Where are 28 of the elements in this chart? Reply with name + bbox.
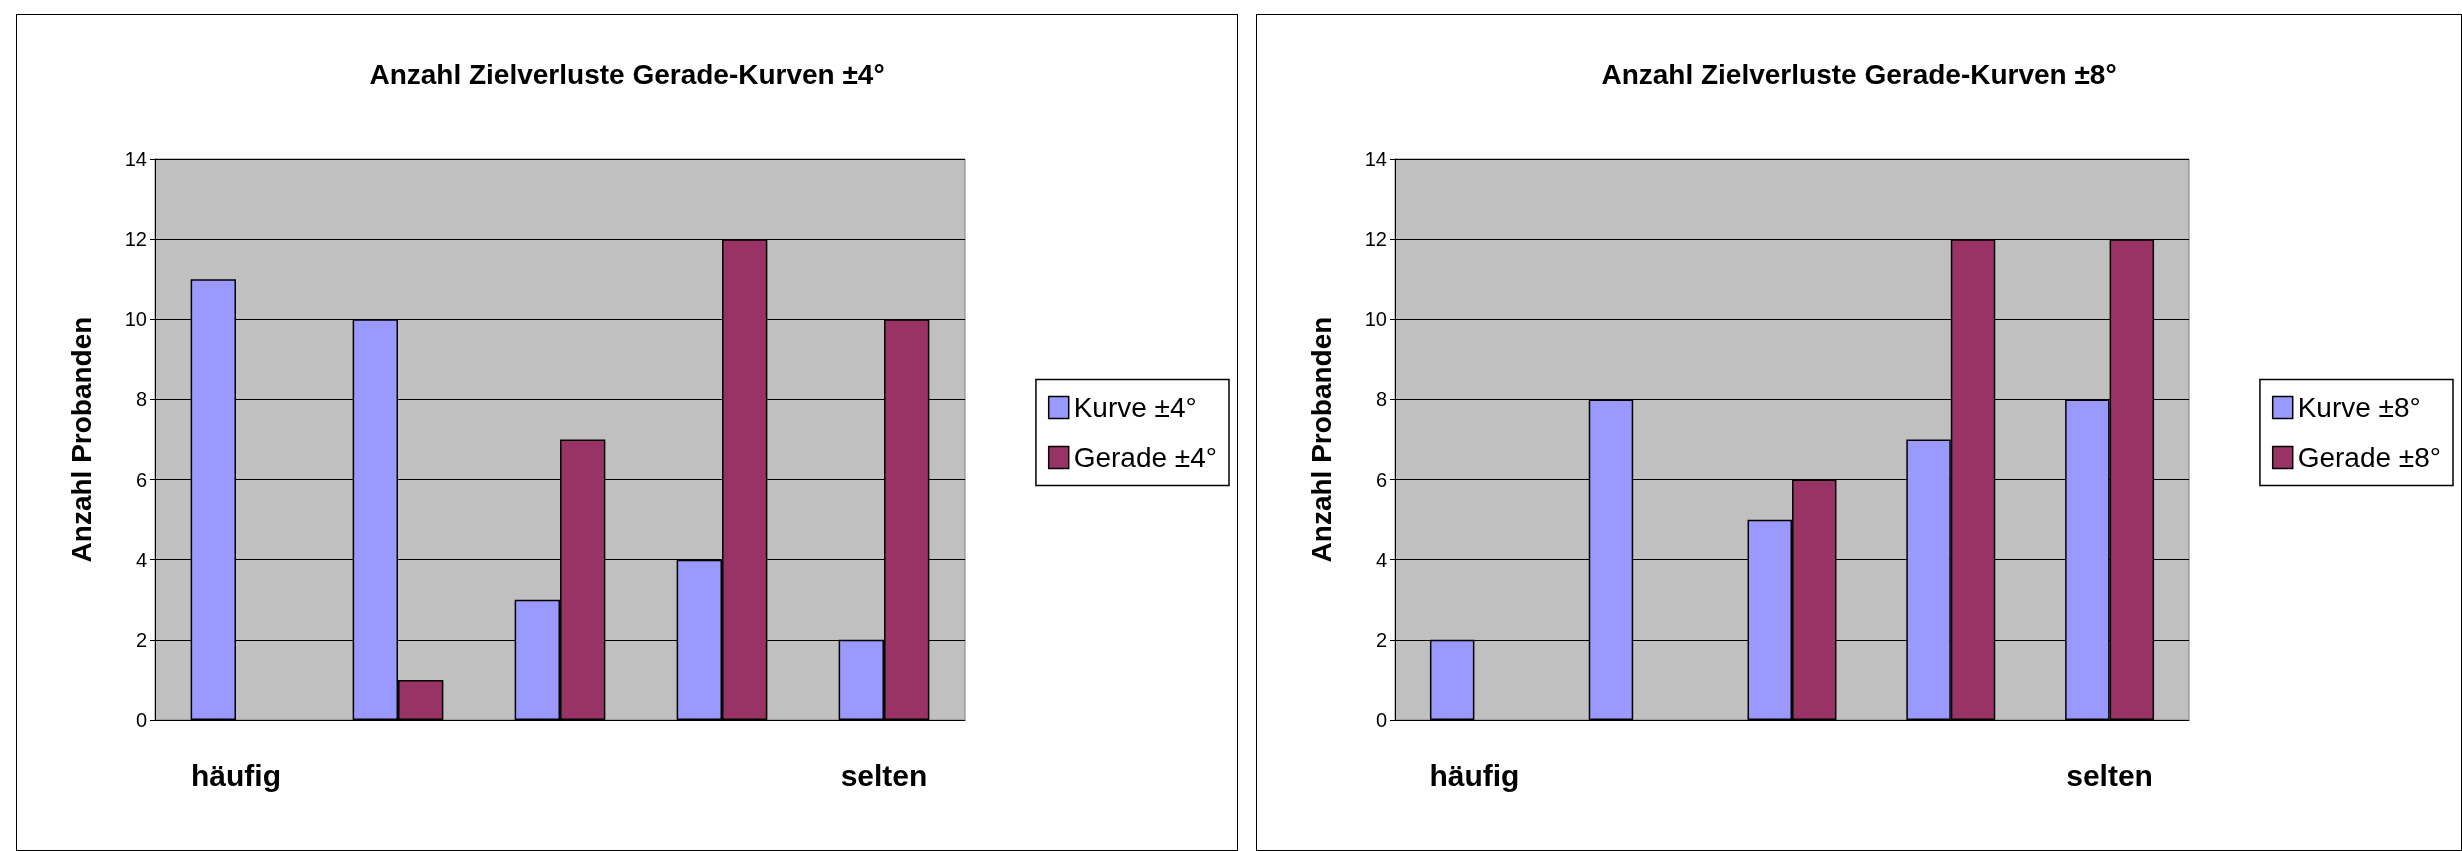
x-tick-label: selten — [840, 758, 928, 792]
y-tick-label: 14 — [124, 148, 147, 170]
y-tick-label: 8 — [135, 388, 147, 411]
chart-title: Anzahl Zielverluste Gerade-Kurven ±4° — [369, 58, 885, 90]
y-tick-label: 4 — [135, 548, 147, 571]
x-tick-label: selten — [2066, 758, 2153, 792]
chart-title: Anzahl Zielverluste Gerade-Kurven ±8° — [1601, 58, 2117, 90]
y-tick-label: 6 — [1375, 468, 1387, 491]
y-tick-label: 10 — [124, 308, 147, 331]
y-tick-label: 14 — [1364, 148, 1387, 170]
y-tick-label: 10 — [1364, 308, 1387, 331]
y-axis-title: Anzahl Probanden — [1305, 316, 1337, 563]
y-tick-label: 6 — [135, 468, 147, 491]
y-tick-label: 12 — [1364, 228, 1387, 251]
y-tick-label: 0 — [1375, 709, 1387, 731]
y-tick-label: 2 — [135, 628, 147, 651]
legend-label: Gerade ±8° — [2297, 442, 2441, 473]
legend-label: Kurve ±4° — [1073, 392, 1197, 423]
y-tick-label: 2 — [1375, 628, 1387, 651]
y-tick-label: 0 — [135, 709, 147, 731]
y-tick-label: 8 — [1375, 388, 1387, 411]
x-tick-label: häufig — [191, 758, 281, 792]
legend-label: Gerade ±4° — [1073, 442, 1217, 473]
y-tick-label: 4 — [1375, 548, 1387, 571]
x-tick-label: häufig — [1429, 758, 1520, 792]
y-tick-label: 12 — [124, 228, 147, 251]
legend-label: Kurve ±8° — [2297, 392, 2421, 423]
y-axis-title: Anzahl Probanden — [65, 316, 97, 563]
